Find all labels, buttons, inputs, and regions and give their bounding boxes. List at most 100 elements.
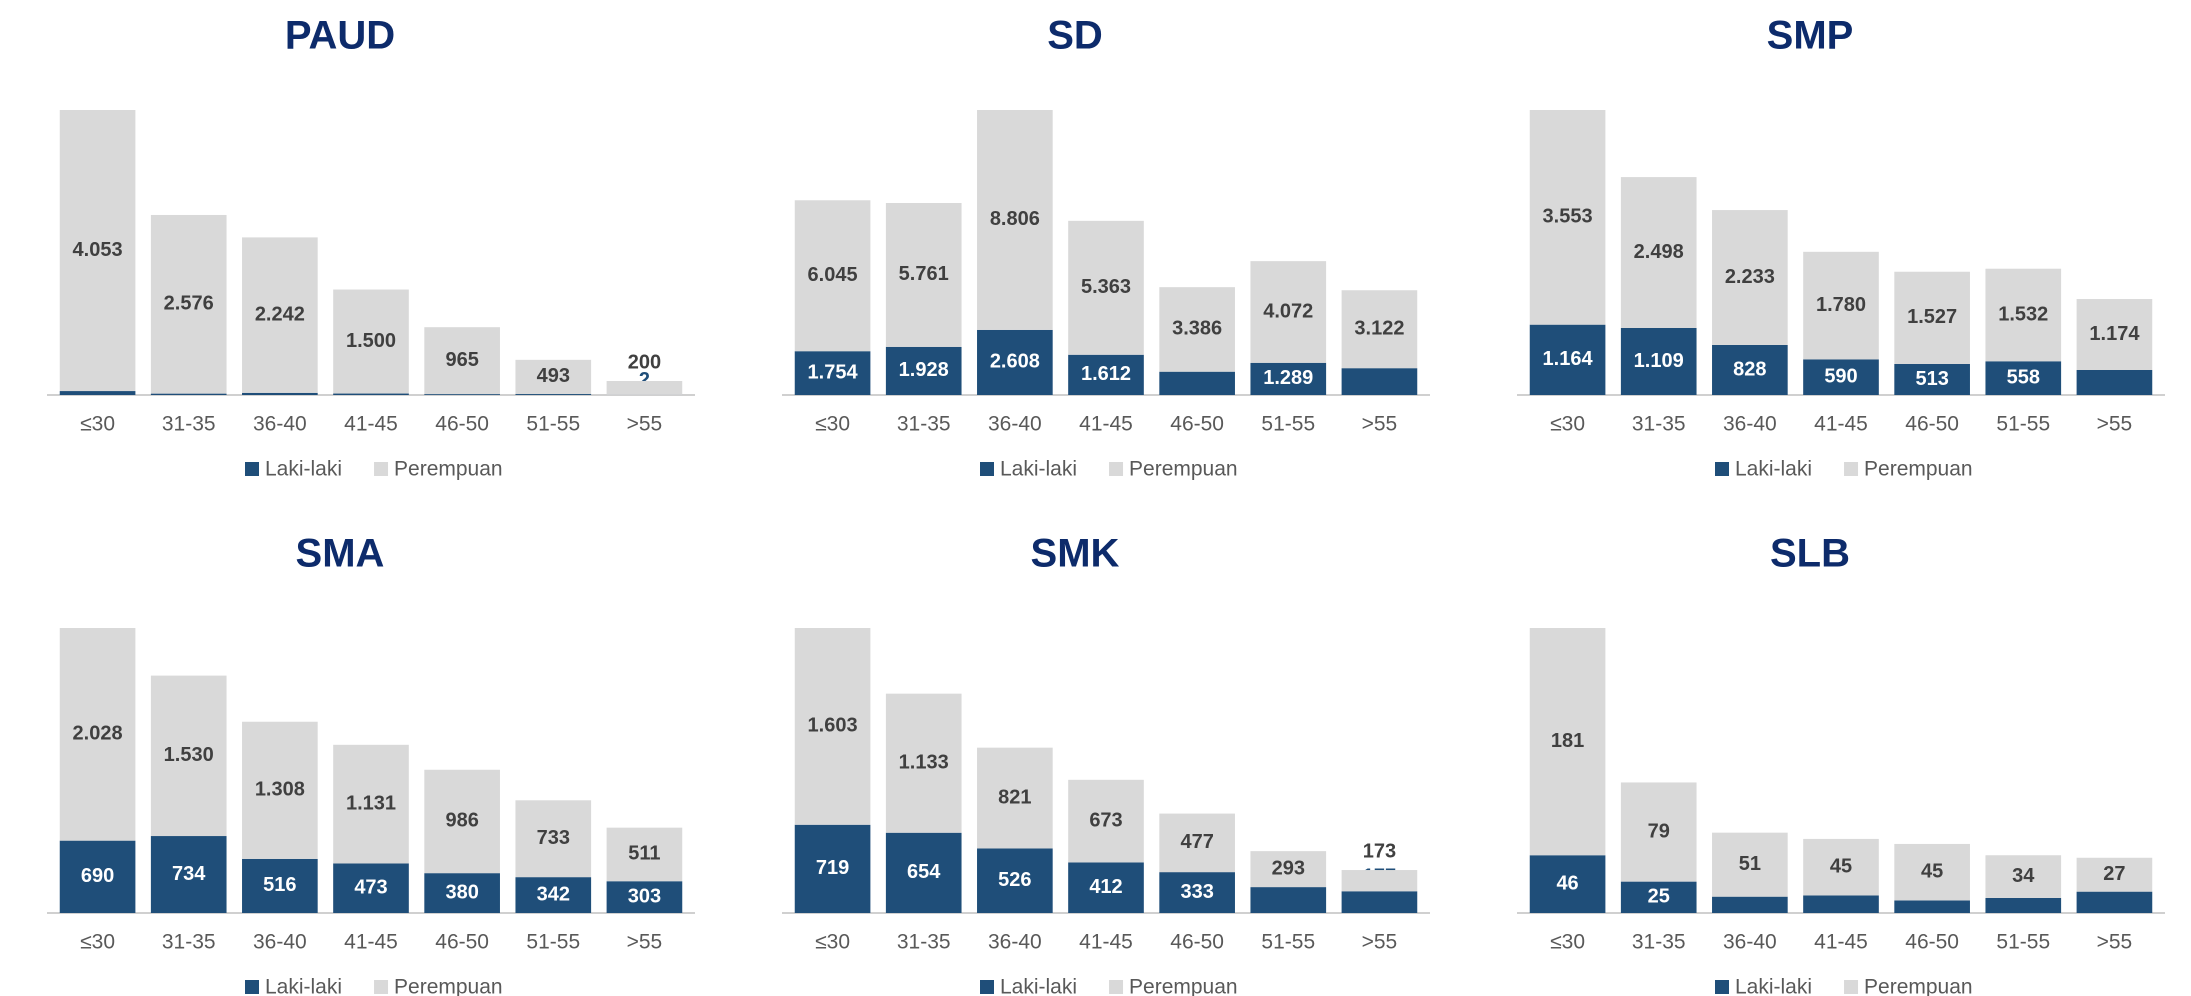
x-tick-label: ≤30 (1550, 931, 1585, 954)
data-label: 654 (907, 861, 941, 883)
legend-label: Perempuan (1129, 976, 1238, 996)
bar-segment (1250, 261, 1327, 363)
x-tick-label: 31-35 (897, 413, 951, 436)
data-label: 1.780 (1816, 294, 1866, 316)
x-tick-label: ≤30 (1550, 413, 1585, 436)
bar-segment (606, 827, 683, 882)
data-label: 558 (2007, 366, 2040, 388)
data-label: 45 (1830, 855, 1852, 877)
bar-segment (2076, 299, 2153, 370)
bar-segment (606, 380, 683, 395)
bar-segment (1894, 900, 1970, 913)
bar-segment (977, 747, 1053, 849)
bar-segment (1341, 290, 1418, 369)
x-tick-label: 46-50 (1905, 413, 1959, 436)
bar-segment (1985, 855, 2062, 898)
data-label: 821 (998, 786, 1031, 808)
bar-segment (150, 393, 227, 395)
bar-segment (515, 800, 592, 878)
data-label: 380 (445, 881, 478, 903)
data-label: 51 (1739, 853, 1761, 875)
x-tick-label: 31-35 (1632, 413, 1686, 436)
x-tick-label: >55 (627, 413, 663, 436)
x-tick-label: 51-55 (1996, 931, 2050, 954)
data-label: 1.532 (1998, 303, 2048, 325)
legend-label: Laki-laki (1735, 458, 1812, 481)
data-label: 5.761 (899, 263, 949, 285)
x-tick-label: 36-40 (1723, 931, 1777, 954)
bar-segment (977, 848, 1053, 913)
legend-label: Perempuan (1129, 458, 1238, 481)
bar-segment (1341, 891, 1418, 913)
legend-label: Perempuan (1864, 976, 1973, 996)
data-label: 734 (172, 863, 206, 885)
data-label: 1.530 (164, 744, 214, 766)
bar-segment (2076, 369, 2153, 395)
data-label: 3.122 (1354, 317, 1404, 339)
bar-segment (1894, 364, 1970, 395)
data-label: 173 (1363, 840, 1396, 862)
x-tick-label: ≤30 (80, 413, 115, 436)
data-label: 1.603 (808, 715, 858, 737)
data-label: 590 (1824, 365, 1857, 387)
data-label: 2 (639, 369, 650, 391)
data-label: 1.612 (1081, 363, 1131, 385)
x-tick-label: 41-45 (1079, 931, 1133, 954)
x-tick-label: 31-35 (897, 931, 951, 954)
data-label: 1.174 (2089, 323, 2140, 345)
bar-segment (1250, 851, 1327, 888)
x-tick-label: >55 (1362, 931, 1398, 954)
x-tick-label: ≤30 (80, 931, 115, 954)
bar-segment (2076, 891, 2153, 913)
x-tick-label: 51-55 (526, 413, 580, 436)
data-label: 493 (537, 365, 570, 387)
data-label: 3.386 (1172, 318, 1222, 340)
bar-segment (1803, 838, 1879, 896)
bar-segment (1803, 895, 1879, 913)
bar-segment (1068, 220, 1144, 355)
data-label: 2.608 (990, 351, 1040, 373)
x-tick-label: 36-40 (1723, 413, 1777, 436)
bar-segment (606, 881, 683, 913)
legend-label: Laki-laki (1000, 458, 1077, 481)
bar-segment (1712, 832, 1788, 897)
bar-segment (424, 769, 500, 874)
legend-label: Laki-laki (1000, 976, 1077, 996)
x-tick-label: 36-40 (253, 413, 307, 436)
bar-segment (794, 351, 871, 395)
data-label: 690 (81, 865, 114, 887)
data-label: 2.233 (1725, 266, 1775, 288)
bar-segment (59, 628, 136, 841)
legend-label: Laki-laki (265, 458, 342, 481)
bar-segment (1803, 359, 1879, 395)
bar-segment (59, 110, 136, 392)
legend-swatch (1109, 980, 1124, 994)
bar-segment (1068, 862, 1144, 913)
data-label: 1.164 (1543, 348, 1594, 370)
legend-swatch (1715, 462, 1729, 476)
chart-title: SD (1047, 14, 1103, 58)
legend-swatch (980, 462, 994, 476)
bar-segment (1894, 843, 1970, 901)
bar-segment (242, 858, 318, 913)
data-label: 5.363 (1081, 276, 1131, 298)
bar-segment (333, 863, 409, 913)
data-label: 293 (1272, 857, 1305, 879)
data-label: 733 (537, 827, 570, 849)
bar-segment (1985, 361, 2062, 395)
data-label: 2.498 (1634, 241, 1684, 263)
chart-title: SMA (296, 532, 385, 576)
chart-title: SMP (1767, 14, 1854, 58)
data-label: 4.053 (73, 239, 123, 261)
legend-swatch (374, 462, 389, 476)
legend-swatch (1109, 462, 1124, 476)
data-label: 1.308 (255, 779, 305, 801)
data-label: 1.928 (899, 359, 949, 381)
bar-segment (424, 327, 500, 395)
data-label: 1.289 (1263, 367, 1313, 389)
x-tick-label: 51-55 (1261, 413, 1315, 436)
data-label: 34 (2012, 865, 2035, 887)
bar-segment (794, 628, 871, 825)
data-label: 333 (1180, 881, 1213, 903)
bar-segment (424, 873, 500, 913)
